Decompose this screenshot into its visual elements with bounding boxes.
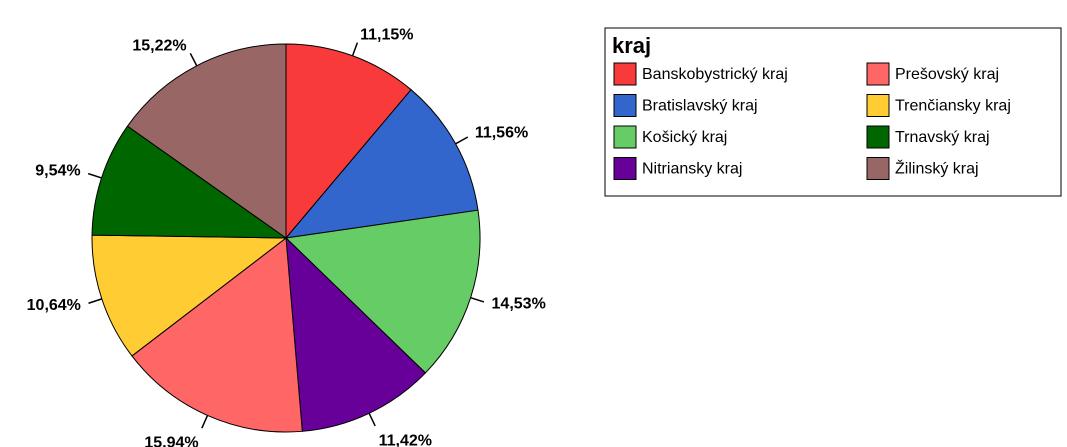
leader-line: [368, 412, 376, 427]
legend-label: Trnavský kraj: [895, 129, 990, 146]
leader-line: [201, 415, 209, 429]
legend-label: Košický kraj: [642, 129, 727, 146]
legend-swatch: [866, 157, 890, 180]
legend-swatch: [613, 157, 637, 180]
leader-line: [189, 52, 198, 67]
legend-swatch: [613, 94, 637, 117]
legend-label: Banskobystrický kraj: [642, 66, 788, 83]
legend-title: kraj: [612, 33, 651, 58]
legend-label: Žilinský kraj: [895, 159, 979, 178]
legend-label: Prešovský kraj: [895, 66, 999, 83]
pie-slice: [131, 237, 303, 433]
value-label: 15,94%: [144, 435, 198, 447]
leader-line: [88, 298, 103, 304]
legend-label: Bratislavský kraj: [642, 98, 758, 115]
pie-slice: [284, 88, 479, 239]
value-label: 9,54%: [35, 162, 80, 179]
value-label: 11,56%: [475, 124, 528, 141]
legend-label: Trenčiansky kraj: [895, 98, 1011, 115]
leader-line: [351, 42, 359, 57]
value-label: 11,15%: [360, 26, 413, 43]
legend-box: [604, 27, 1062, 197]
pie-slice: [91, 234, 288, 357]
value-label: 10,64%: [27, 297, 81, 314]
pie-slice: [284, 209, 481, 374]
leader-line: [470, 296, 485, 303]
leader-line: [455, 136, 469, 145]
pie-slice: [126, 43, 287, 239]
value-label: 15,22%: [132, 37, 186, 54]
legend-swatch: [866, 125, 890, 149]
value-label: 11,42%: [379, 432, 432, 447]
leader-line: [87, 172, 102, 179]
legend-swatch: [613, 62, 637, 86]
value-label: 14,53%: [492, 296, 546, 313]
legend-swatch: [613, 125, 637, 149]
legend-swatch: [866, 94, 890, 117]
legend-label: Nitriansky kraj: [642, 161, 742, 178]
pie-slice: [91, 125, 288, 239]
legend-swatch: [866, 62, 890, 86]
